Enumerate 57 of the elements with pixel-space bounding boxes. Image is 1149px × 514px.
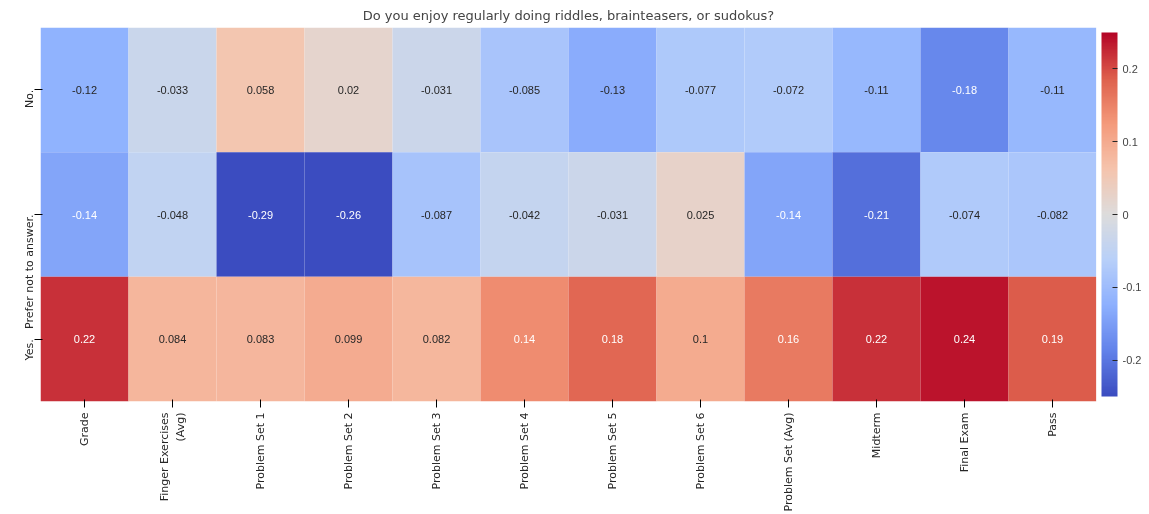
data-label: 0.083 <box>246 333 275 346</box>
x-tick-label: Problem Set 1 <box>254 412 267 490</box>
x-tick-label: Problem Set (Avg) <box>782 412 795 512</box>
chart-title: Do you enjoy regularly doing riddles, brainteasers, or sudokus? <box>362 7 775 23</box>
data-label: -0.14 <box>71 208 98 221</box>
data-label: -0.11 <box>864 83 889 96</box>
data-label: 0.082 <box>422 333 451 346</box>
data-label: -0.031 <box>596 208 629 221</box>
x-tick-label: Problem Set 6 <box>694 412 707 490</box>
color-bar-label: -0.2 <box>1122 354 1142 367</box>
data-label: -0.077 <box>684 83 717 96</box>
data-label: 0.058 <box>246 83 275 96</box>
x-tick-label: Midterm <box>870 412 883 459</box>
x-tick-label: Problem Set 4 <box>518 412 531 490</box>
x-tick-label: Final Exam <box>958 412 971 473</box>
data-label: 0.099 <box>334 333 363 346</box>
x-tick-label: Pass <box>1046 412 1059 437</box>
data-label: -0.074 <box>948 208 981 221</box>
data-label: 0.19 <box>1041 333 1064 346</box>
data-label: -0.21 <box>863 208 890 221</box>
data-label: 0.025 <box>686 208 715 221</box>
data-label: -0.087 <box>420 208 453 221</box>
y-tick-label: Prefer not to answer. <box>23 214 36 329</box>
data-label: 0.084 <box>158 333 187 346</box>
color-bar-label: -0.1 <box>1122 281 1142 294</box>
color-bar-label: 0.1 <box>1122 135 1138 148</box>
data-label: 0.18 <box>601 333 624 346</box>
x-tick-label: Grade <box>78 412 91 447</box>
y-tick-label: No. <box>23 89 36 109</box>
data-label: -0.18 <box>951 83 978 96</box>
color-bar-label: 0 <box>1122 208 1129 221</box>
data-label: 0.1 <box>692 333 709 346</box>
x-tick-label: Problem Set 3 <box>430 412 443 490</box>
x-tick-label: Problem Set 2 <box>342 412 355 490</box>
data-label: -0.26 <box>335 208 362 221</box>
data-label: -0.042 <box>508 208 541 221</box>
data-label: -0.033 <box>156 83 189 96</box>
data-label: -0.29 <box>247 208 274 221</box>
data-label: -0.048 <box>156 208 189 221</box>
data-label: -0.14 <box>775 208 802 221</box>
x-tick-label: Finger Exercises (Avg) <box>158 412 187 502</box>
data-label: 0.22 <box>865 333 888 346</box>
data-label: -0.082 <box>1036 208 1069 221</box>
data-label: 0.24 <box>953 333 976 346</box>
data-label: 0.14 <box>513 333 536 346</box>
data-label: 0.16 <box>777 333 800 346</box>
data-label: -0.085 <box>508 83 541 96</box>
data-label: -0.13 <box>599 83 626 96</box>
data-label: -0.11 <box>1040 83 1065 96</box>
data-label: -0.072 <box>772 83 805 96</box>
data-label: -0.12 <box>71 83 98 96</box>
data-label: 0.02 <box>337 83 360 96</box>
color-bar-label: 0.2 <box>1122 62 1138 75</box>
data-label: 0.22 <box>73 333 96 346</box>
x-tick-label: Problem Set 5 <box>606 412 619 490</box>
data-label: -0.031 <box>420 83 453 96</box>
y-tick-label: Yes. <box>23 339 36 362</box>
